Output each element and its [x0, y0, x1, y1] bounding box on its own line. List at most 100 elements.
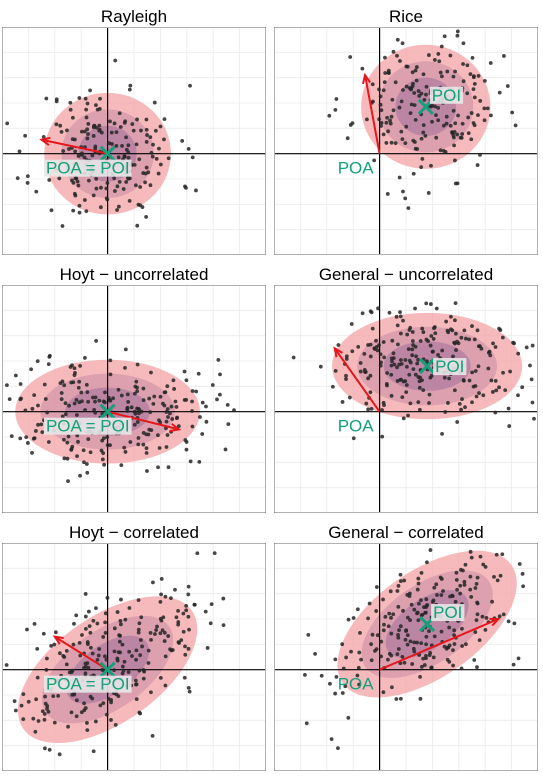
scatter-point	[445, 69, 450, 74]
point-label: POA = POI	[46, 675, 130, 694]
scatter-point	[41, 135, 46, 139]
scatter-point	[507, 424, 512, 428]
scatter-point	[163, 683, 168, 688]
scatter-point	[424, 656, 428, 661]
scatter-point	[53, 630, 58, 635]
point-label-background	[43, 417, 132, 435]
scatter-point	[451, 648, 455, 653]
scatter-point	[90, 153, 95, 158]
scatter-point	[432, 585, 437, 590]
scatter-point	[447, 376, 451, 381]
scatter-point	[139, 409, 144, 414]
scatter-point	[86, 132, 90, 136]
scatter-point	[498, 573, 503, 578]
scatter-point	[421, 123, 426, 127]
scatter-point	[98, 205, 103, 210]
scatter-point	[151, 401, 156, 406]
scatter-point	[70, 178, 74, 183]
scatter-point	[115, 658, 120, 663]
scatter-point	[455, 339, 459, 344]
scatter-point	[88, 630, 93, 635]
scatter-point	[471, 384, 476, 389]
scatter-point	[497, 385, 501, 390]
scatter-point	[390, 359, 394, 364]
scatter-point	[166, 156, 171, 161]
scatter-point	[459, 407, 463, 412]
scatter-point	[415, 147, 420, 151]
scatter-point	[502, 54, 506, 58]
scatter-point	[148, 410, 153, 415]
scatter-point	[70, 692, 75, 697]
scatter-point	[186, 592, 191, 597]
scatter-point	[422, 663, 427, 667]
scatter-point	[143, 180, 147, 185]
scatter-point	[159, 592, 163, 597]
scatter-point	[528, 363, 532, 368]
scatter-point	[334, 674, 339, 679]
scatter-point	[108, 372, 113, 377]
scatter-point	[215, 397, 219, 402]
scatter-point	[149, 637, 153, 642]
scatter-point	[455, 181, 460, 186]
scatter-point	[29, 367, 34, 372]
scatter-point	[448, 123, 453, 128]
scatter-point	[140, 644, 144, 649]
scatter-point	[151, 580, 155, 585]
scatter-point	[133, 384, 138, 389]
scatter-point	[476, 74, 481, 78]
scatter-point	[333, 107, 338, 112]
scatter-point	[468, 549, 473, 554]
scatter-point	[124, 180, 129, 184]
scatter-point	[404, 64, 409, 69]
scatter-point	[118, 650, 122, 655]
scatter-point	[405, 642, 410, 647]
scatter-point	[530, 343, 535, 348]
scatter-point	[364, 401, 369, 406]
scatter-point	[448, 594, 452, 599]
scatter-point	[441, 589, 445, 593]
scatter-point	[520, 571, 525, 576]
scatter-point	[401, 189, 405, 194]
scatter-point	[85, 728, 90, 732]
scatter-point	[389, 631, 394, 636]
scatter-point	[346, 617, 351, 622]
scatter-point	[75, 454, 79, 458]
scatter-point	[156, 433, 160, 438]
scatter-point	[349, 649, 353, 654]
scatter-point	[391, 49, 396, 54]
scatter-point	[475, 163, 480, 167]
scatter-point	[44, 667, 49, 672]
scatter-point	[517, 562, 522, 566]
scatter-point	[65, 456, 70, 461]
scatter-point	[183, 652, 188, 657]
scatter-point	[490, 390, 495, 394]
scatter-point	[389, 615, 393, 620]
scatter-point	[430, 103, 435, 108]
scatter-point	[428, 302, 433, 306]
scatter-point	[47, 353, 52, 358]
scatter-point	[91, 134, 96, 138]
scatter-point	[115, 184, 120, 189]
scatter-point	[470, 56, 475, 60]
scatter-point	[447, 625, 452, 630]
scatter-point	[145, 133, 149, 137]
scatter-point	[453, 69, 457, 74]
scatter-point	[123, 617, 128, 622]
scatter-point	[21, 717, 26, 722]
scatter-point	[419, 570, 424, 575]
scatter-point	[152, 100, 157, 105]
scatter-point	[141, 386, 146, 391]
scatter-point	[409, 87, 413, 92]
scatter-point	[153, 632, 157, 636]
scatter-point	[387, 611, 392, 616]
scatter-point	[144, 165, 149, 170]
scatter-point	[156, 171, 161, 176]
scatter-point	[136, 436, 141, 440]
scatter-point	[157, 446, 162, 450]
scatter-point	[398, 310, 402, 315]
scatter-point	[82, 198, 87, 202]
scatter-point	[460, 644, 465, 648]
scatter-point	[434, 306, 439, 311]
scatter-points	[4, 551, 226, 757]
offset-arrow-line	[364, 74, 381, 154]
